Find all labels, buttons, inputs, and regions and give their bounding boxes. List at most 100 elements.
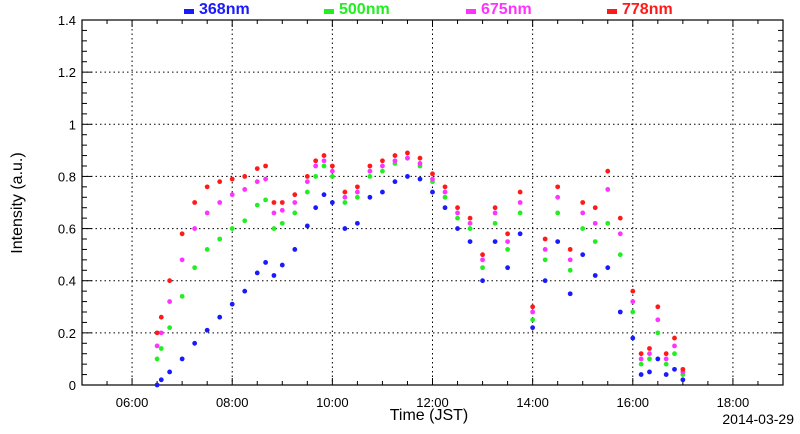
data-point: [304, 174, 310, 179]
data-point: [154, 356, 160, 362]
data-point: [630, 299, 636, 304]
data-point: [555, 210, 561, 216]
data-point: [617, 309, 623, 315]
series-778nm: [154, 150, 686, 372]
data-point: [217, 179, 223, 185]
data-point: [192, 200, 198, 205]
x-tick-label: 06:00: [116, 395, 149, 410]
data-point: [167, 278, 173, 284]
data-point: [663, 361, 669, 367]
data-point: [605, 220, 611, 226]
data-point: [530, 325, 536, 331]
data-point: [380, 168, 385, 174]
data-point: [329, 200, 335, 205]
legend-marker: [466, 9, 476, 14]
data-point: [263, 197, 268, 203]
data-point: [480, 265, 485, 271]
data-point: [329, 174, 335, 179]
data-point: [158, 346, 164, 351]
data-point: [313, 174, 319, 179]
data-point: [592, 273, 598, 278]
data-point: [542, 278, 548, 284]
data-point: [167, 369, 173, 375]
data-point: [254, 166, 260, 172]
data-point: [405, 155, 410, 161]
data-point: [430, 171, 435, 177]
data-point: [192, 340, 198, 346]
data-point: [342, 226, 348, 231]
data-point: [380, 163, 385, 169]
data-point: [555, 239, 561, 245]
legend-marker: [324, 9, 334, 14]
data-point: [242, 288, 248, 294]
legend-label: 368nm: [199, 1, 250, 18]
tick-marks: [81, 19, 784, 386]
data-point: [154, 330, 160, 336]
data-point: [592, 220, 598, 226]
data-point: [492, 210, 498, 216]
data-point: [442, 184, 448, 190]
legend-label: 675nm: [481, 1, 532, 18]
data-point: [279, 200, 285, 205]
data-point: [342, 194, 348, 200]
data-point: [530, 304, 536, 310]
data-point: [492, 220, 498, 226]
data-point: [655, 317, 661, 323]
x-tick-label: 12:00: [416, 395, 449, 410]
data-point: [647, 346, 652, 351]
data-point: [417, 176, 423, 182]
data-point: [480, 252, 485, 258]
data-point: [655, 356, 661, 362]
data-point: [630, 288, 636, 294]
data-point: [617, 215, 623, 221]
data-point: [254, 179, 260, 185]
data-point: [530, 317, 536, 323]
y-tick-label: 0.8: [58, 169, 76, 184]
data-point: [492, 205, 498, 211]
data-point: [292, 247, 298, 252]
data-point: [342, 200, 348, 205]
data-point: [638, 361, 644, 367]
data-point: [480, 257, 485, 263]
data-point: [455, 210, 460, 216]
data-point: [380, 189, 385, 195]
x-axis-title: Time (JST): [390, 407, 469, 424]
data-point: [321, 153, 327, 158]
date-label: 2014-03-29: [722, 411, 794, 427]
data-point: [655, 304, 661, 310]
data-point: [313, 205, 319, 211]
data-point: [304, 189, 310, 195]
data-point: [442, 205, 448, 211]
data-point: [313, 163, 319, 169]
data-point: [254, 202, 260, 208]
data-point: [555, 194, 561, 200]
x-tick-label: 16:00: [617, 395, 650, 410]
data-point: [672, 366, 677, 372]
series-675nm: [154, 155, 686, 375]
data-point: [271, 210, 277, 216]
y-tick-label: 1.4: [58, 13, 76, 28]
data-point: [229, 301, 235, 307]
legend-label: 778nm: [622, 1, 673, 18]
data-point: [430, 189, 435, 195]
data-point: [638, 372, 644, 377]
data-point: [455, 205, 460, 211]
data-point: [567, 291, 573, 297]
data-point: [592, 239, 598, 245]
data-point: [638, 356, 644, 362]
data-point: [672, 343, 677, 349]
data-point: [367, 174, 373, 179]
data-point: [217, 200, 223, 205]
y-tick-label: 1: [69, 117, 76, 132]
data-point: [279, 262, 285, 268]
data-point: [663, 356, 669, 362]
data-point: [417, 160, 423, 166]
data-point: [229, 192, 235, 198]
data-point: [630, 309, 636, 315]
data-point: [242, 174, 248, 179]
data-point: [517, 200, 523, 205]
data-point: [313, 158, 319, 164]
data-point: [179, 257, 185, 263]
